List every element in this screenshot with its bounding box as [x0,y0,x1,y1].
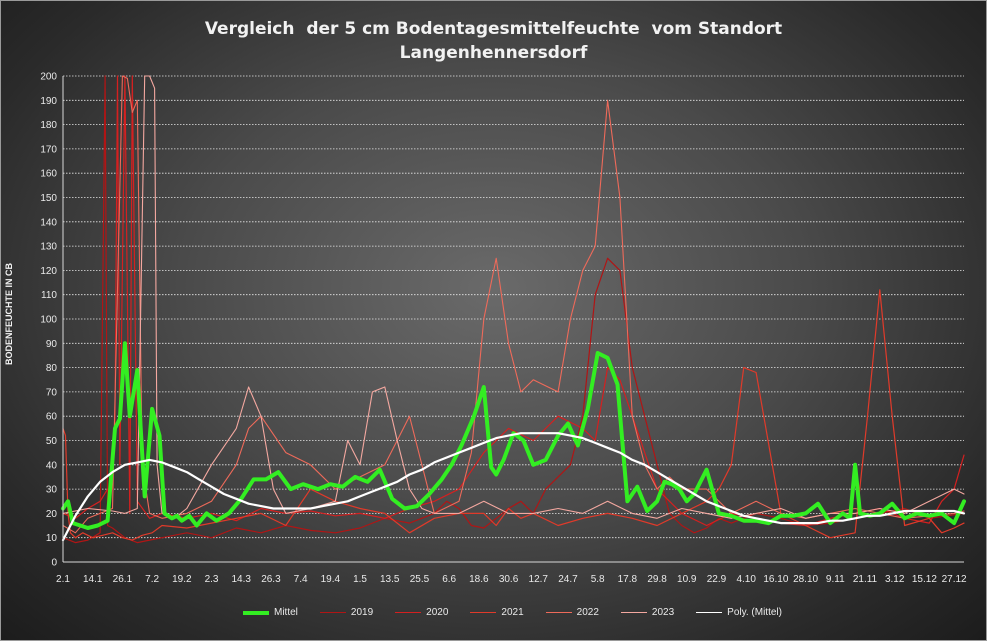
y-tick-label: 60 [46,412,58,423]
y-tick-label: 20 [46,509,58,520]
x-tick-label: 2.1 [56,574,70,585]
legend-label: 2021 [501,607,524,618]
legend-swatch [319,611,346,614]
grid-lines [63,75,964,539]
x-tick-label: 1.5 [353,574,367,585]
x-tick-label: 4.10 [736,574,756,585]
x-tick-label: 26.3 [261,574,281,585]
series-line-2023 [62,75,965,519]
x-tick-label: 14.3 [231,574,251,585]
y-tick-label: 100 [40,315,57,326]
x-tick-label: 28.10 [793,574,818,585]
y-tick-label: 160 [40,169,57,180]
series-line-poly-mittel [61,432,966,542]
x-tick-label: 21.11 [853,574,878,585]
legend-item: Mittel [243,607,298,618]
chart-title: Vergleich der 5 cm Bodentagesmittelfeuch… [1,17,986,65]
y-tick-label: 190 [40,96,57,107]
title-line-1: Vergleich der 5 cm Bodentagesmittelfeuch… [204,19,783,39]
x-tick-label: 12.7 [529,574,549,585]
y-tick-label: 180 [40,120,57,131]
x-tick-label: 24.7 [558,574,578,585]
legend-swatch [545,611,572,614]
legend-swatch [620,611,647,614]
legend-label: 2020 [426,607,449,618]
legend-item: 2022 [545,607,599,618]
y-tick-label: 140 [40,217,57,228]
y-tick-label: 110 [41,290,57,301]
legend-item: 2021 [470,607,524,618]
legend-label: 2019 [350,607,374,618]
legend-item: Poly. (Mittel) [696,607,782,618]
legend-item: 2023 [620,607,675,618]
series-line-2022 [62,75,965,534]
y-tick-label: 200 [40,72,57,83]
y-tick-label: 0 [51,558,57,569]
x-tick-label: 7.4 [294,574,308,585]
legend-label: 2022 [576,607,599,618]
series-line-2019 [62,75,965,544]
x-tick-label: 14.1 [83,574,103,585]
x-tick-label: 18.6 [469,574,489,585]
x-tick-label: 5.8 [591,574,605,585]
y-tick-labels: 0 10 20 30 40 50 60 70 80 90 100 110 120 130 140 150 160… [40,72,57,569]
x-tick-label: 16.10 [763,574,788,585]
x-tick-label: 10.9 [677,574,697,585]
y-tick-label: 40 [46,460,58,471]
y-tick-label: 170 [40,144,57,155]
x-tick-label: 15.12 [912,574,937,585]
y-tick-label: 70 [46,387,58,398]
legend-item: 2019 [319,607,374,618]
x-tick-label: 30.6 [499,574,519,585]
series-line-mittel [61,341,966,530]
x-tick-label: 2.3 [205,574,219,585]
legend-swatch [395,611,422,614]
legend-label: 2023 [651,607,675,618]
y-tick-label: 50 [46,436,58,447]
x-tick-label: 25.5 [410,574,430,585]
x-tick-label: 19.4 [321,574,341,585]
x-tick-label: 22.9 [707,574,727,585]
x-tick-labels: 2.1 14.1 26.1 7.2 19.2 2.3 14.3 26.3 7.4 19.4 1.5 1… [56,574,967,585]
legend-label: Poly. (Mittel) [727,607,782,618]
y-tick-label: 150 [40,193,57,204]
legend-swatch [696,611,723,614]
x-tick-label: 6.6 [442,574,456,585]
x-tick-label: 3.12 [885,574,905,585]
title-line-2: Langenhennersdorf [399,43,588,63]
y-tick-label: 120 [40,266,57,277]
y-tick-label: 30 [46,485,58,496]
legend-swatch [243,610,269,615]
x-tick-label: 29.8 [647,574,667,585]
y-tick-label: 10 [46,533,58,544]
x-tick-label: 26.1 [113,574,133,585]
x-tick-label: 7.2 [145,574,159,585]
y-tick-label: 130 [40,242,57,253]
series-line-2021 [62,289,965,541]
series-lines [61,75,966,544]
series-line-2020 [62,75,965,527]
legend-label: Mittel [274,607,298,618]
x-tick-label: 9.11 [826,574,845,585]
x-tick-label: 27.12 [942,574,967,585]
legend: Mittel 2019 2020 2021 2022 2023 Poly. (Mittel) [243,607,804,618]
y-tick-label: 90 [46,339,58,350]
x-tick-label: 13.5 [380,574,400,585]
legend-swatch [470,611,497,614]
x-tick-label: 19.2 [172,574,192,585]
legend-item: 2020 [395,607,448,618]
y-tick-label: 80 [46,363,58,374]
x-tick-label: 17.8 [618,574,638,585]
